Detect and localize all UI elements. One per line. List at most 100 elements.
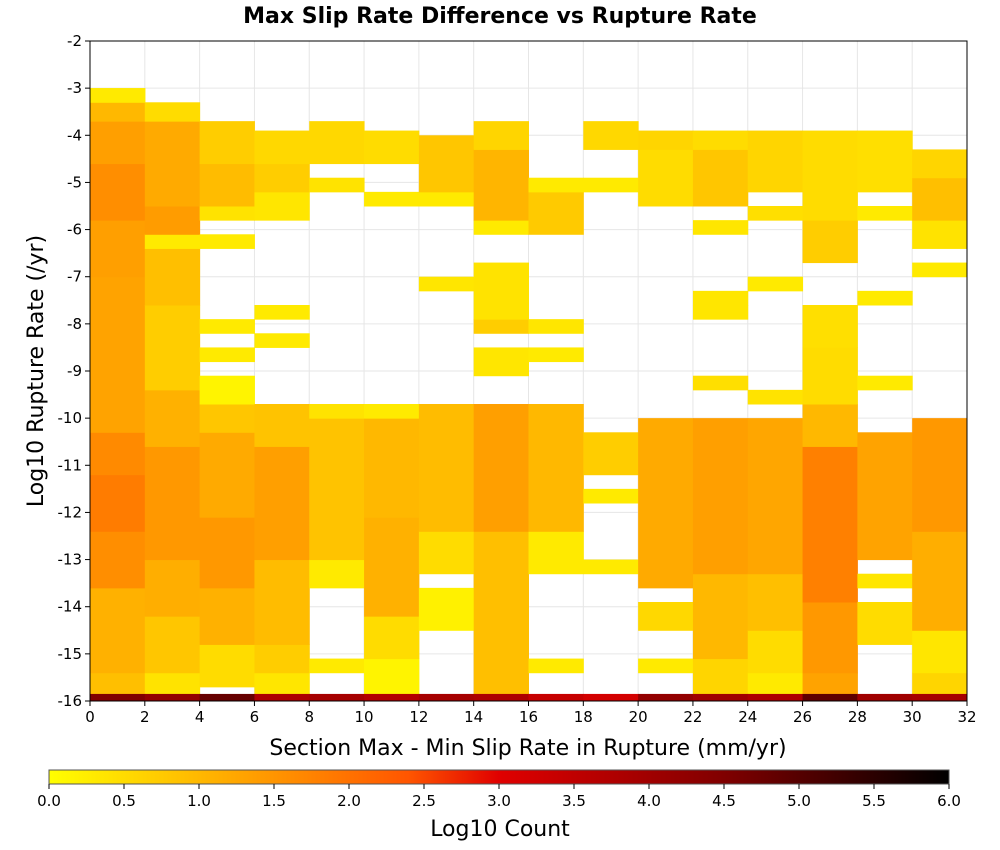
heatmap-cell-x12-3 [418, 276, 475, 292]
heatmap-cell-x0-8 [90, 163, 146, 221]
heatmap-cell-x20-2 [638, 418, 694, 589]
heatmap-cell-x14-5 [473, 220, 529, 235]
y-tick-label-11: -13 [58, 551, 83, 569]
heatmap-cell-x30-7 [912, 149, 968, 179]
heatmap-cell-x24-1 [747, 630, 804, 674]
colorbar-tick-label-12: 6.0 [937, 792, 961, 810]
heatmap-cell-x26-7 [802, 130, 858, 221]
heatmap-cell-x22-3 [692, 375, 749, 391]
heatmap-cell-x10-1 [364, 616, 420, 660]
heatmap-cell-x12-5 [418, 135, 475, 193]
heatmap-cell-x0-4 [90, 474, 146, 532]
heatmap-cell-x4-11 [199, 121, 255, 165]
y-tick-label-10: -12 [58, 503, 83, 521]
heatmap-cell-x30-2 [912, 531, 968, 631]
bottom-row-cell-8 [528, 693, 584, 701]
y-tick-label-4: -6 [67, 221, 82, 239]
heatmap-cell-x22-2 [692, 418, 749, 575]
colorbar-label: Log10 Count [430, 817, 570, 842]
heatmap-cell-x12-4 [418, 191, 475, 207]
bottom-row-cell-14 [857, 693, 913, 701]
x-tick-label-6: 12 [409, 708, 428, 726]
bottom-row-cell-5 [364, 693, 420, 701]
colorbar-tick-label-11: 5.5 [862, 792, 886, 810]
heatmap-cell-x18-3 [583, 177, 639, 193]
heatmap-cell-x30-5 [912, 220, 968, 249]
heatmap-cell-x0-2 [90, 587, 146, 674]
x-tick-label-16: 32 [957, 708, 976, 726]
colorbar-tick-label-5: 2.5 [412, 792, 436, 810]
heatmap-cell-x18-2 [583, 432, 639, 476]
heatmap-cell-x22-7 [692, 149, 749, 207]
colorbar-ticks: 0.0 0.5 1.0 1.5 2.0 2.5 3.0 3.5 4.0 4.5 5.0 5.5 6.0 [37, 784, 961, 810]
bottom-row-cell-3 [254, 693, 310, 701]
x-axis-label: Section Max - Min Slip Rate in Rupture (… [269, 736, 786, 761]
heatmap-cell-x24-6 [747, 206, 804, 221]
bottom-row-cell-12 [747, 693, 804, 701]
heatmap-cell-x8-2 [309, 418, 365, 561]
x-tick-label-2: 4 [195, 708, 205, 726]
heatmap-cell-x24-5 [747, 276, 804, 292]
heatmap-cell-x18-0 [583, 559, 639, 575]
heatmap-cell-x6-5 [254, 333, 310, 348]
x-tick-label-11: 22 [683, 708, 702, 726]
heatmap-cell-x6-7 [254, 191, 310, 221]
heatmap-cell-x26-2 [802, 446, 858, 603]
heatmap-cell-x30-1 [912, 630, 968, 674]
heatmap-cells [90, 88, 968, 702]
heatmap-cell-x6-1 [254, 644, 310, 674]
x-tick-label-12: 24 [738, 708, 757, 726]
heatmap-cell-x2-9 [144, 121, 201, 207]
heatmap-cell-x30-3 [912, 418, 968, 532]
colorbar-tick-label-7: 3.5 [562, 792, 586, 810]
heatmap-cell-x28-6 [857, 130, 913, 193]
heatmap-cell-x16-0 [528, 658, 584, 674]
heatmap-cell-x22-5 [692, 290, 749, 306]
colorbar-tick-label-0: 0.0 [37, 792, 61, 810]
heatmap-cell-x2-2 [144, 559, 201, 617]
x-tick-label-3: 6 [250, 708, 260, 726]
colorbar-tick-label-8: 4.0 [637, 792, 661, 810]
heatmap-cell-x10-3 [364, 418, 420, 518]
heatmap-cell-x8-4 [309, 177, 365, 193]
y-tick-label-2: -4 [67, 126, 82, 144]
heatmap-cell-x18-1 [583, 488, 639, 504]
heatmap-cell-x16-2 [528, 404, 584, 532]
bottom-row-cell-9 [583, 693, 639, 701]
heatmap-cell-x6-9 [254, 130, 310, 165]
heatmap-cell-x16-1 [528, 531, 584, 575]
x-tick-label-4: 8 [304, 708, 314, 726]
heatmap-cell-x0-6 [90, 276, 146, 433]
heatmap-cell-x0-3 [90, 531, 146, 589]
heatmap-cell-x4-2 [199, 517, 255, 589]
heatmap-cell-x2-5 [144, 305, 201, 391]
y-tick-label-5: -7 [67, 268, 82, 286]
heatmap-cell-x6-6 [254, 305, 310, 320]
bottom-row-cell-0 [90, 693, 146, 701]
y-tick-label-8: -10 [58, 409, 83, 427]
heatmap-cell-x2-7 [144, 234, 201, 249]
bottom-row-cell-4 [309, 693, 365, 701]
heatmap-cell-x26-5 [802, 305, 858, 348]
heatmap-cell-x22-6 [692, 220, 749, 235]
x-tick-label-7: 14 [464, 708, 483, 726]
heatmap-cell-x20-3 [638, 149, 694, 207]
x-tick-label-0: 0 [85, 708, 95, 726]
heatmap-cell-x30-4 [912, 262, 968, 278]
heatmap-cell-x4-9 [199, 206, 255, 221]
x-tick-label-1: 2 [140, 708, 150, 726]
heatmap-cell-x6-2 [254, 559, 310, 645]
heatmap-cell-x8-0 [309, 658, 365, 674]
heatmap-cell-x10-6 [364, 130, 420, 165]
heatmap-cell-x30-6 [912, 177, 968, 221]
heatmap-cell-x6-3 [254, 446, 310, 561]
y-tick-label-0: -2 [67, 32, 82, 50]
heatmap-cell-x14-6 [473, 149, 529, 221]
heatmap-cell-x4-4 [199, 404, 255, 433]
colorbar-tick-label-1: 0.5 [112, 792, 136, 810]
colorbar [48, 769, 950, 785]
heatmap-cell-x4-1 [199, 587, 255, 645]
heatmap-cell-x0-7 [90, 220, 146, 278]
heatmap-cell-x2-3 [144, 446, 201, 561]
